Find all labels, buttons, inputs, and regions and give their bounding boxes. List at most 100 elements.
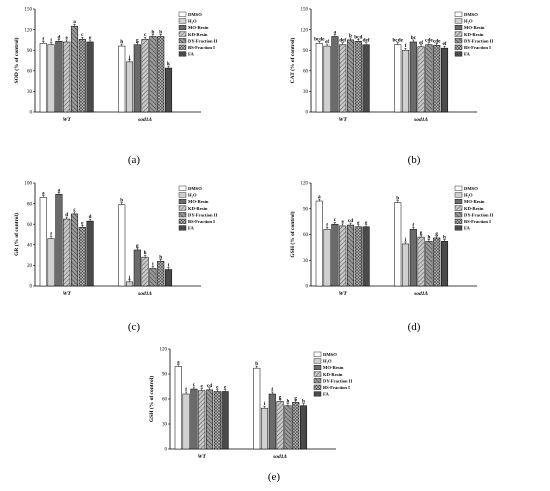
legend-entry: H₂O [464, 193, 473, 198]
bar [401, 243, 410, 287]
y-tick-label: 120 [301, 182, 309, 187]
y-axis-label: GSH (% of control) [148, 376, 155, 422]
legend-entry: DMSO [464, 12, 478, 17]
bar [394, 44, 402, 113]
x-category-label: WT [339, 117, 348, 123]
bar [409, 229, 417, 287]
bar [133, 249, 141, 287]
y-tick-label: 30 [303, 259, 309, 264]
significance-letter: h [286, 399, 289, 405]
bar [417, 46, 425, 113]
y-tick-label: 0 [30, 111, 33, 116]
significance-letter: def [339, 38, 346, 44]
bar [164, 269, 173, 287]
significance-letter: e [81, 220, 84, 226]
panel-label: (a) [128, 154, 141, 166]
panel-label: (b) [408, 154, 421, 166]
y-tick-label: 60 [27, 70, 33, 75]
significance-letter: i [405, 237, 407, 243]
legend-swatch [313, 378, 322, 384]
significance-letter: cde [433, 38, 441, 44]
bar [63, 218, 71, 287]
bar [205, 389, 214, 450]
significance-letter: b [120, 198, 123, 204]
legend-entry: MO-Resin [188, 25, 209, 30]
legend-swatch [313, 384, 322, 390]
significance-letter: a [58, 187, 61, 193]
significance-letter: f [50, 232, 52, 238]
bar [433, 45, 441, 113]
y-tick-label: 40 [27, 244, 33, 249]
y-tick-label: 0 [306, 111, 309, 116]
significance-letter: g [136, 38, 139, 44]
bar [164, 67, 173, 113]
bar [174, 366, 182, 450]
y-axis-label: SOD (% of control) [13, 37, 20, 83]
significance-letter: e [201, 384, 204, 390]
bar [425, 44, 433, 113]
significance-letter: c [73, 207, 76, 213]
legend-entry: DMSO [323, 352, 337, 357]
legend-entry: DMSO [464, 186, 478, 191]
significance-letter: i [50, 38, 52, 44]
x-category-label: sod1Δ [137, 291, 152, 297]
y-tick-label: 150 [301, 8, 309, 13]
bar [39, 197, 47, 287]
legend-swatch [178, 185, 187, 191]
significance-letter: h [120, 39, 123, 45]
bar [190, 388, 198, 450]
bar [346, 39, 355, 113]
bar [362, 44, 370, 113]
legend-entry: H₂O [188, 193, 197, 198]
legend-swatch [454, 31, 463, 37]
bar [440, 47, 449, 113]
legend-entry: KD-Resin [323, 372, 343, 377]
bar [141, 38, 149, 113]
legend-entry: FA [188, 52, 194, 57]
significance-letter: j [128, 275, 131, 281]
x-category-label: sod1Δ [413, 291, 428, 297]
bar [339, 225, 347, 287]
significance-letter: f [326, 222, 328, 228]
bar [284, 405, 292, 450]
bar [86, 220, 94, 287]
bar [276, 401, 284, 450]
y-axis-label: CAT (% of control) [289, 37, 296, 83]
significance-letter: f [42, 36, 44, 42]
bar [253, 367, 261, 450]
significance-letter: f [185, 387, 187, 393]
significance-letter: ef [442, 41, 446, 47]
legend-entry: FA [464, 52, 470, 57]
x-category-label: WT [198, 454, 207, 460]
significance-letter: h [302, 399, 305, 405]
significance-letter: ef [419, 40, 423, 46]
legend-swatch [313, 391, 322, 397]
bar [70, 213, 79, 287]
legend-entry: FA [464, 226, 470, 231]
legend-swatch [313, 351, 322, 357]
legend-swatch [178, 198, 187, 204]
bar [299, 405, 308, 450]
y-tick-label: 100 [25, 182, 33, 187]
y-tick-label: 60 [27, 223, 33, 228]
legend-swatch [454, 44, 463, 50]
significance-letter: e [224, 385, 227, 391]
y-tick-label: 60 [162, 398, 168, 403]
bar [213, 391, 221, 450]
y-tick-label: 20 [27, 264, 33, 269]
significance-letter: f [405, 43, 407, 49]
x-category-label: WT [339, 291, 348, 297]
bar [118, 45, 126, 113]
bar [346, 224, 355, 287]
bar [133, 44, 141, 113]
y-tick-label: 80 [27, 202, 33, 207]
significance-letter: k [167, 61, 170, 67]
legend-swatch [454, 218, 463, 224]
significance-letter: b [151, 29, 154, 35]
significance-letter: f [271, 387, 273, 393]
legend-entry: KD-Resin [188, 206, 208, 211]
bar [86, 41, 94, 113]
